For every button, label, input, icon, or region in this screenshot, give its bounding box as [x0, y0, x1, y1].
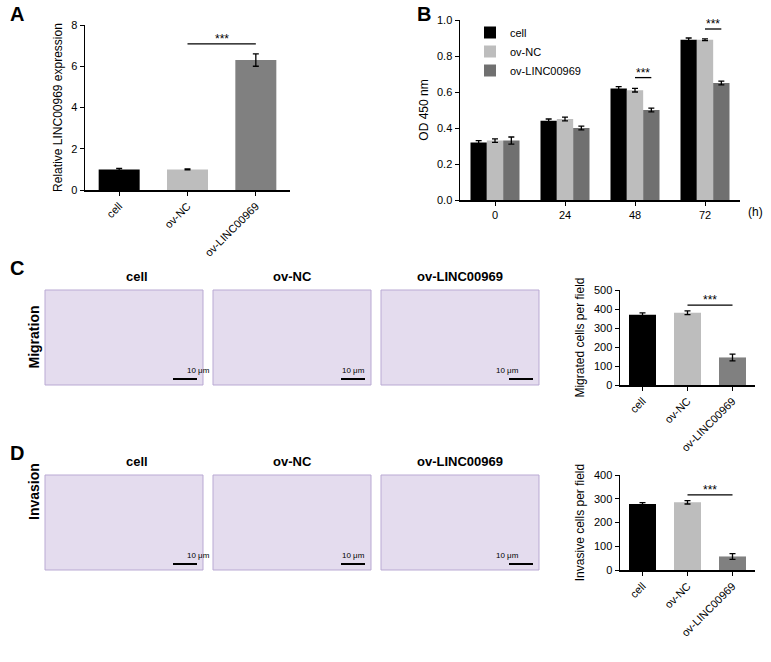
svg-text:72: 72: [699, 209, 711, 221]
svg-text:cell: cell: [126, 269, 148, 284]
svg-text:ov-NC: ov-NC: [662, 395, 693, 426]
svg-text:10 μm: 10 μm: [342, 366, 365, 375]
svg-text:0.6: 0.6: [437, 86, 452, 98]
svg-text:ov-LINC00969: ov-LINC00969: [510, 65, 581, 77]
svg-text:***: ***: [636, 66, 650, 80]
svg-text:ov-LINC00969: ov-LINC00969: [202, 200, 261, 259]
svg-text:ov-LINC00969: ov-LINC00969: [679, 580, 738, 639]
svg-text:OD 450 nm: OD 450 nm: [417, 79, 431, 140]
svg-text:0: 0: [492, 209, 498, 221]
svg-text:10 μm: 10 μm: [496, 551, 519, 560]
svg-text:0: 0: [606, 564, 612, 576]
svg-text:0: 0: [606, 379, 612, 391]
svg-text:ov-NC: ov-NC: [510, 46, 541, 58]
svg-text:100: 100: [594, 540, 612, 552]
svg-text:Migration: Migration: [26, 306, 42, 369]
svg-text:24: 24: [559, 209, 571, 221]
svg-text:A: A: [10, 3, 24, 25]
svg-text:cell: cell: [510, 27, 527, 39]
svg-text:cell: cell: [628, 395, 648, 415]
svg-text:cell: cell: [628, 580, 648, 600]
svg-text:cell: cell: [104, 200, 124, 220]
svg-text:10 μm: 10 μm: [187, 551, 210, 560]
svg-text:0.4: 0.4: [437, 122, 452, 134]
svg-text:ov-NC: ov-NC: [662, 580, 693, 611]
svg-text:ov-LINC00969: ov-LINC00969: [417, 454, 503, 469]
svg-text:300: 300: [594, 322, 612, 334]
svg-text:B: B: [417, 3, 431, 25]
svg-text:C: C: [10, 257, 24, 279]
svg-text:***: ***: [703, 483, 717, 497]
svg-text:Relative LINC00969 expression: Relative LINC00969 expression: [51, 23, 65, 192]
svg-text:500: 500: [594, 284, 612, 296]
svg-text:Invasive cells per field: Invasive cells per field: [573, 464, 587, 581]
svg-text:(h): (h): [748, 205, 763, 219]
svg-text:10 μm: 10 μm: [187, 366, 210, 375]
svg-text:48: 48: [629, 209, 641, 221]
svg-text:ov-NC: ov-NC: [273, 454, 312, 469]
svg-text:200: 200: [594, 516, 612, 528]
svg-text:***: ***: [703, 293, 717, 307]
svg-text:cell: cell: [126, 454, 148, 469]
svg-text:100: 100: [594, 360, 612, 372]
svg-text:***: ***: [706, 17, 720, 31]
svg-text:D: D: [10, 442, 24, 464]
svg-text:Migrated cells per field: Migrated cells per field: [573, 277, 587, 397]
svg-text:ov-NC: ov-NC: [273, 269, 312, 284]
svg-text:0.0: 0.0: [437, 194, 452, 206]
svg-text:10 μm: 10 μm: [496, 366, 519, 375]
svg-text:200: 200: [594, 341, 612, 353]
svg-text:0.2: 0.2: [437, 158, 452, 170]
svg-text:ov-LINC00969: ov-LINC00969: [417, 269, 503, 284]
svg-text:400: 400: [594, 469, 612, 481]
svg-text:10 μm: 10 μm: [342, 551, 365, 560]
svg-text:2: 2: [71, 143, 77, 155]
svg-text:0: 0: [71, 184, 77, 196]
svg-text:Invasion: Invasion: [26, 463, 42, 520]
svg-text:8: 8: [71, 19, 77, 31]
svg-text:400: 400: [594, 303, 612, 315]
svg-text:4: 4: [71, 101, 77, 113]
svg-text:6: 6: [71, 60, 77, 72]
svg-text:0.8: 0.8: [437, 50, 452, 62]
svg-text:1.0: 1.0: [437, 14, 452, 26]
svg-text:300: 300: [594, 493, 612, 505]
svg-text:ov-NC: ov-NC: [162, 200, 193, 231]
svg-text:ov-LINC00969: ov-LINC00969: [679, 395, 738, 454]
svg-text:***: ***: [215, 32, 229, 46]
